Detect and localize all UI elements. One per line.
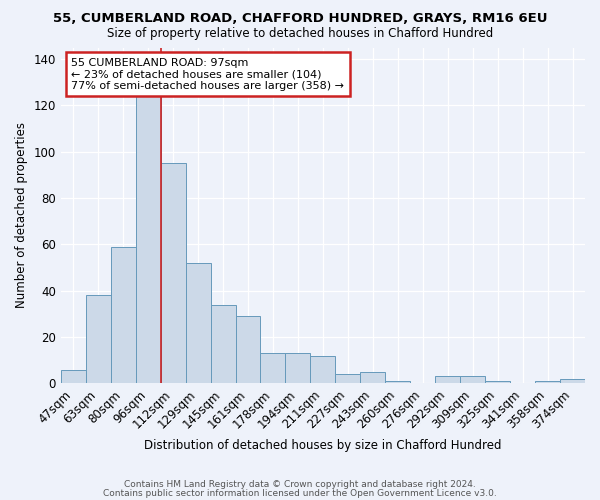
- Y-axis label: Number of detached properties: Number of detached properties: [15, 122, 28, 308]
- Bar: [111, 246, 136, 384]
- Bar: [236, 316, 260, 384]
- Text: Contains HM Land Registry data © Crown copyright and database right 2024.: Contains HM Land Registry data © Crown c…: [124, 480, 476, 489]
- Bar: [61, 370, 86, 384]
- Bar: [535, 381, 560, 384]
- Text: 55, CUMBERLAND ROAD, CHAFFORD HUNDRED, GRAYS, RM16 6EU: 55, CUMBERLAND ROAD, CHAFFORD HUNDRED, G…: [53, 12, 547, 26]
- Bar: [560, 379, 585, 384]
- Bar: [485, 381, 510, 384]
- X-axis label: Distribution of detached houses by size in Chafford Hundred: Distribution of detached houses by size …: [144, 440, 502, 452]
- Bar: [335, 374, 361, 384]
- Bar: [385, 381, 410, 384]
- Bar: [185, 263, 211, 384]
- Bar: [260, 354, 286, 384]
- Bar: [435, 376, 460, 384]
- Bar: [136, 82, 161, 384]
- Text: Contains public sector information licensed under the Open Government Licence v3: Contains public sector information licen…: [103, 489, 497, 498]
- Bar: [86, 296, 111, 384]
- Bar: [361, 372, 385, 384]
- Bar: [460, 376, 485, 384]
- Bar: [211, 304, 236, 384]
- Bar: [286, 354, 310, 384]
- Bar: [310, 356, 335, 384]
- Bar: [161, 164, 185, 384]
- Text: Size of property relative to detached houses in Chafford Hundred: Size of property relative to detached ho…: [107, 28, 493, 40]
- Text: 55 CUMBERLAND ROAD: 97sqm
← 23% of detached houses are smaller (104)
77% of semi: 55 CUMBERLAND ROAD: 97sqm ← 23% of detac…: [71, 58, 344, 91]
